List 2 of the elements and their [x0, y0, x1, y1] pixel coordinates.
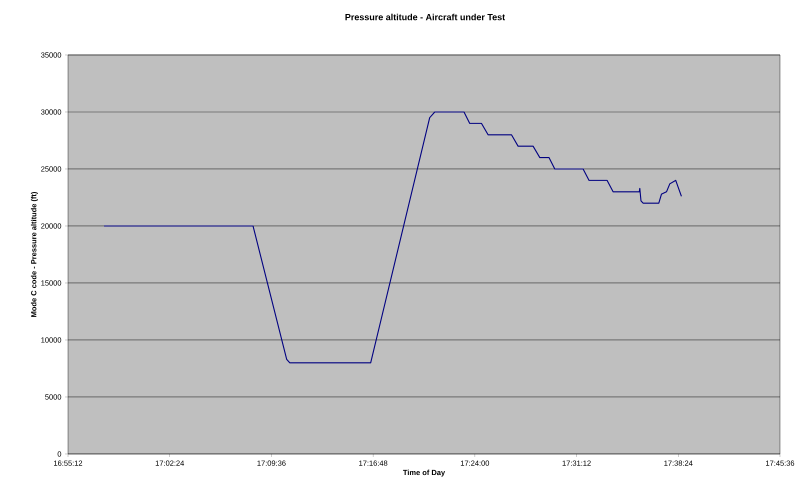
line-series [103, 111, 682, 364]
chart-title: Pressure altitude - Aircraft under Test [345, 14, 506, 20]
